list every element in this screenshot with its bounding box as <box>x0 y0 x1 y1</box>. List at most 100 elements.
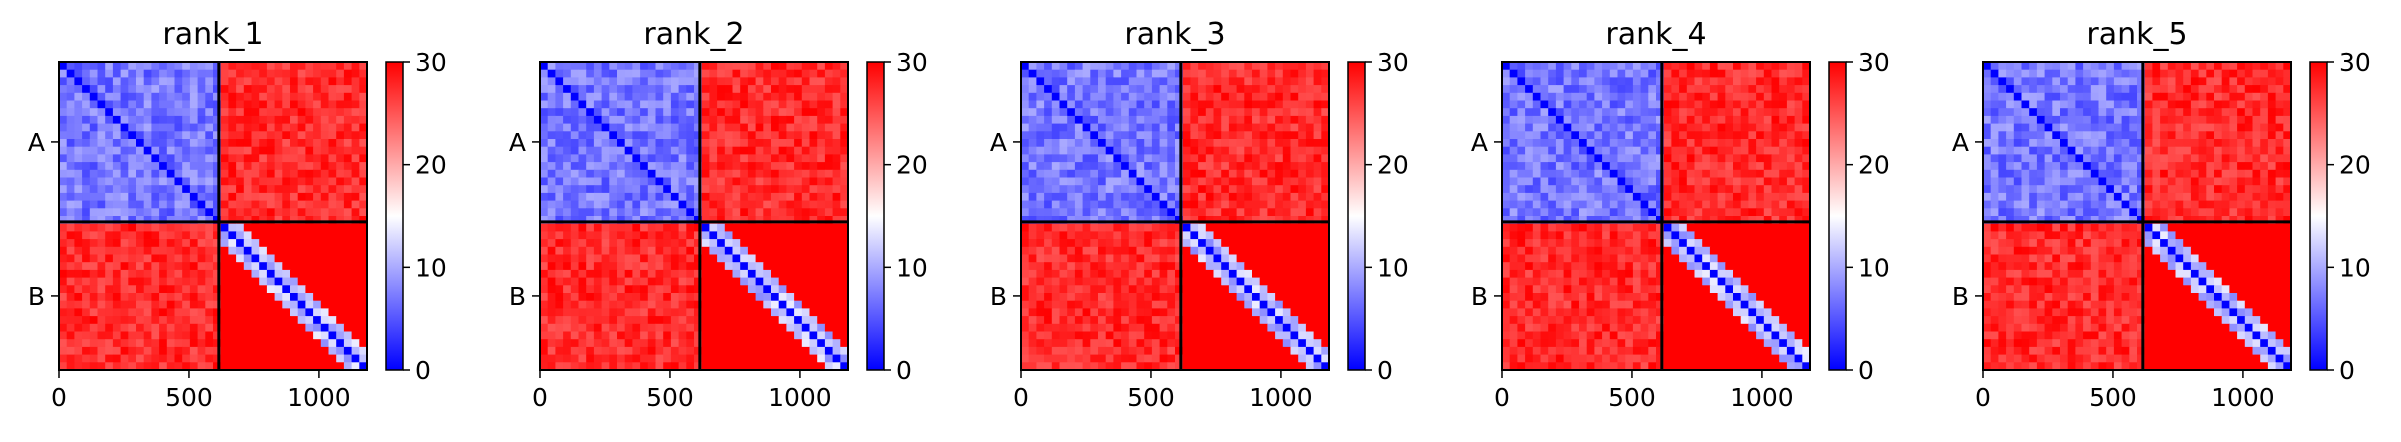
heatmap-cell <box>671 339 679 347</box>
heatmap-cell <box>656 93 664 101</box>
heatmap-cell <box>1244 270 1252 278</box>
heatmap-cell <box>1137 347 1145 355</box>
heatmap-cell <box>1036 131 1044 139</box>
heatmap-cell <box>648 108 656 116</box>
heatmap-cell <box>1113 231 1121 239</box>
heatmap-cell <box>336 124 344 132</box>
heatmap-cell <box>817 162 825 170</box>
heatmap-cell <box>190 208 198 216</box>
heatmap-cell <box>1648 70 1656 78</box>
heatmap-cell <box>1183 262 1191 270</box>
heatmap-cell <box>105 193 113 201</box>
heatmap-cell <box>267 178 275 186</box>
heatmap-cell <box>1075 308 1083 316</box>
heatmap-cell <box>725 131 733 139</box>
heatmap-cell <box>329 201 337 209</box>
heatmap-cell <box>540 339 548 347</box>
heatmap-cell <box>175 208 183 216</box>
heatmap-cell <box>1221 85 1229 93</box>
heatmap-cell <box>59 170 67 178</box>
heatmap-cell <box>90 278 98 286</box>
heatmap-cell <box>1113 116 1121 124</box>
heatmap-cell <box>671 270 679 278</box>
heatmap-cell <box>548 301 556 309</box>
heatmap-cell <box>756 185 764 193</box>
heatmap-cell <box>1252 108 1260 116</box>
heatmap-cell <box>1221 154 1229 162</box>
heatmap-cell <box>563 316 571 324</box>
heatmap-cell <box>640 231 648 239</box>
heatmap-cell <box>632 247 640 255</box>
heatmap-cell <box>810 93 818 101</box>
heatmap-cell <box>259 131 267 139</box>
heatmap-cell <box>1237 278 1245 286</box>
heatmap-cell <box>779 278 787 286</box>
heatmap-cell <box>167 70 175 78</box>
heatmap-cell <box>1275 324 1283 332</box>
heatmap-cell <box>1029 339 1037 347</box>
heatmap-cell <box>90 208 98 216</box>
heatmap-cell <box>717 131 725 139</box>
heatmap-cell <box>228 224 236 232</box>
heatmap-cell <box>344 116 352 124</box>
heatmap-cell <box>663 231 671 239</box>
heatmap-cell <box>167 255 175 263</box>
heatmap-cell <box>679 316 687 324</box>
heatmap-cell <box>1252 308 1260 316</box>
heatmap-cell <box>1314 262 1322 270</box>
heatmap-cell <box>640 131 648 139</box>
heatmap-cell <box>144 208 152 216</box>
heatmap-cell <box>236 185 244 193</box>
heatmap-cell <box>190 339 198 347</box>
heatmap-cell <box>625 332 633 340</box>
heatmap-cell <box>221 208 229 216</box>
heatmap-cell <box>1098 162 1106 170</box>
heatmap-cell <box>609 154 617 162</box>
heatmap-cell <box>594 224 602 232</box>
heatmap-cell <box>825 208 833 216</box>
heatmap-cell <box>105 116 113 124</box>
heatmap-cell <box>151 147 159 155</box>
heatmap-cell <box>221 101 229 109</box>
heatmap-cell <box>259 77 267 85</box>
heatmap-cell <box>1129 239 1137 247</box>
heatmap-cell <box>175 270 183 278</box>
heatmap-cell <box>1214 347 1222 355</box>
heatmap-cell <box>182 185 190 193</box>
heatmap-cell <box>244 239 252 247</box>
heatmap-cell <box>1306 293 1314 301</box>
heatmap-cell <box>656 85 664 93</box>
heatmap-cell <box>344 85 352 93</box>
heatmap-cell <box>336 247 344 255</box>
heatmap-cell <box>151 201 159 209</box>
heatmap-cell <box>833 270 841 278</box>
heatmap-cell <box>329 301 337 309</box>
heatmap-cell <box>1291 108 1299 116</box>
heatmap-cell <box>1137 293 1145 301</box>
heatmap-cell <box>1206 270 1214 278</box>
heatmap-cell <box>259 247 267 255</box>
heatmap-cell <box>236 247 244 255</box>
heatmap-cell <box>1036 124 1044 132</box>
heatmap-cell <box>136 270 144 278</box>
heatmap-cell <box>1052 101 1060 109</box>
heatmap-cell <box>671 77 679 85</box>
heatmap-cell <box>144 270 152 278</box>
heatmap-cell <box>1021 224 1029 232</box>
heatmap-cell <box>702 324 710 332</box>
heatmap-cell <box>725 147 733 155</box>
heatmap-cell <box>1137 185 1145 193</box>
heatmap-cell <box>1525 77 1533 85</box>
heatmap-cell <box>121 124 129 132</box>
heatmap-cell <box>275 162 283 170</box>
heatmap-cell <box>609 85 617 93</box>
heatmap-cell <box>344 332 352 340</box>
heatmap-cell <box>190 308 198 316</box>
heatmap-cell <box>90 108 98 116</box>
heatmap-cell <box>810 154 818 162</box>
heatmap-cell <box>1291 170 1299 178</box>
heatmap-cell <box>305 116 313 124</box>
heatmap-cell <box>205 270 213 278</box>
heatmap-cell <box>1244 278 1252 286</box>
heatmap-cell <box>305 70 313 78</box>
